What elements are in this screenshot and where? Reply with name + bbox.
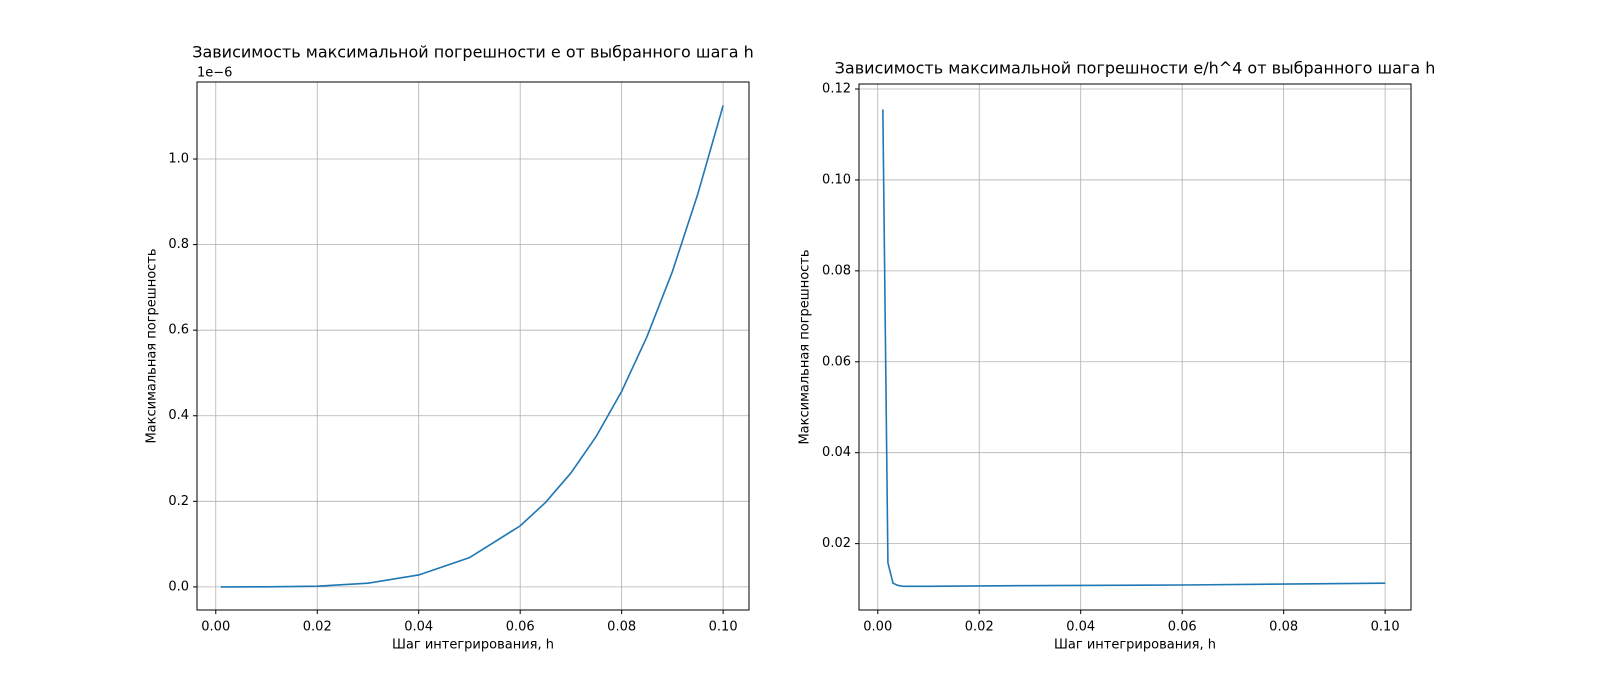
y-tick-label: 0.02 bbox=[822, 536, 851, 551]
y-tick-label: 0.2 bbox=[168, 494, 189, 509]
line bbox=[220, 105, 724, 588]
y-tick-label: 0.0 bbox=[168, 579, 189, 594]
chart-title: Зависимость максимальной погрешности e о… bbox=[192, 43, 754, 62]
x-tick-label: 0.08 bbox=[1269, 620, 1298, 635]
chart-title: Зависимость максимальной погрешности e/h… bbox=[835, 59, 1436, 78]
x-tick-label: 0.02 bbox=[965, 620, 994, 635]
y-tick-label: 0.12 bbox=[822, 82, 851, 97]
y-axis-label: Максимальная погрешность bbox=[798, 249, 813, 444]
x-tick-label: 0.08 bbox=[607, 620, 636, 635]
x-tick-label: 0.02 bbox=[303, 620, 332, 635]
x-axis-label: Шаг интегрирования, h bbox=[392, 638, 554, 653]
x-tick-label: 0.06 bbox=[506, 620, 535, 635]
y-tick-label: 1.0 bbox=[168, 152, 189, 167]
y-axis-label: Максимальная погрешность bbox=[145, 248, 160, 443]
x-axis-label: Шаг интегрирования, h bbox=[1054, 638, 1216, 653]
x-tick-label: 0.04 bbox=[404, 620, 433, 635]
y-tick-label: 0.10 bbox=[822, 172, 851, 187]
line bbox=[882, 109, 1386, 588]
x-tick-label: 0.06 bbox=[1168, 620, 1197, 635]
offset-text: 1e−6 bbox=[197, 66, 232, 81]
y-tick-label: 0.04 bbox=[822, 445, 851, 460]
y-tick-label: 0.06 bbox=[822, 354, 851, 369]
x-tick-label: 0.00 bbox=[863, 620, 892, 635]
x-tick-label: 0.04 bbox=[1066, 620, 1095, 635]
y-tick-label: 0.6 bbox=[168, 323, 189, 338]
axes-frame bbox=[858, 83, 1412, 611]
x-tick-label: 0.10 bbox=[709, 620, 738, 635]
x-tick-label: 0.10 bbox=[1371, 620, 1400, 635]
y-tick-label: 0.8 bbox=[168, 237, 189, 252]
y-tick-label: 0.4 bbox=[168, 408, 189, 423]
y-tick-label: 0.08 bbox=[822, 263, 851, 278]
x-tick-label: 0.00 bbox=[201, 620, 230, 635]
axes-frame bbox=[196, 81, 750, 611]
